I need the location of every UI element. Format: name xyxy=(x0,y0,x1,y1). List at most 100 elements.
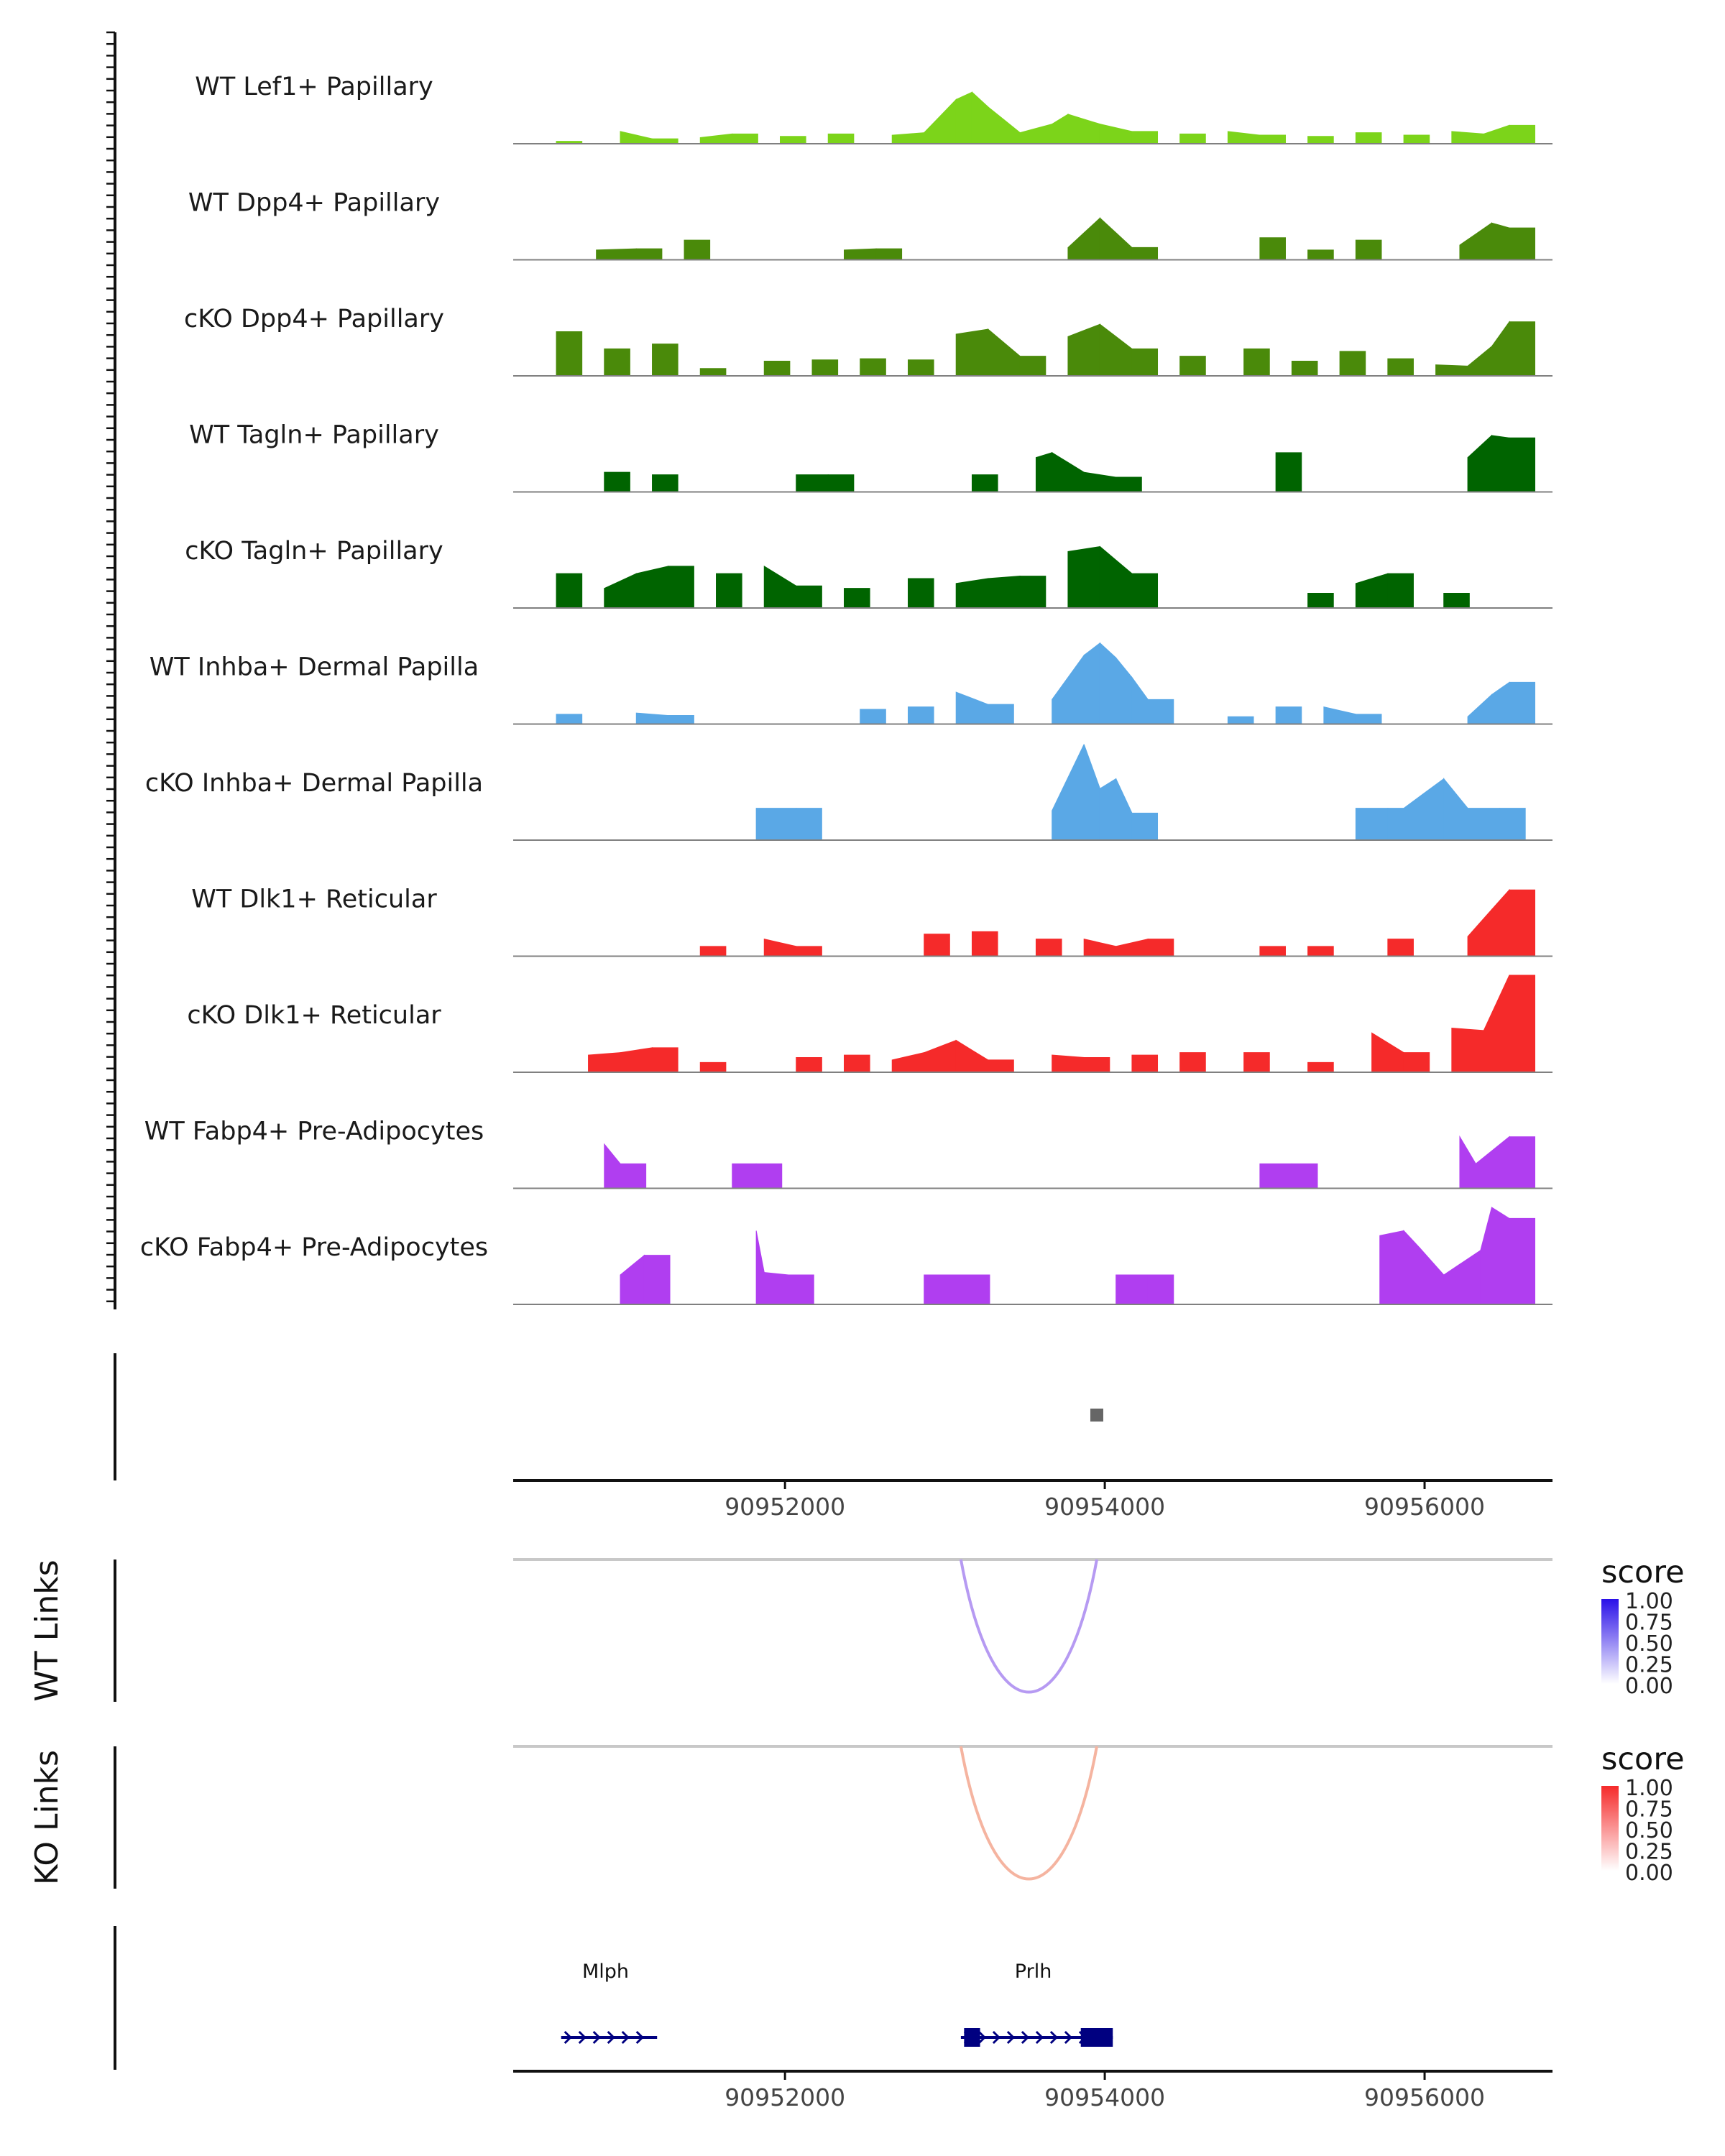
coverage-area-segment xyxy=(955,691,989,724)
coverage-area-segment xyxy=(763,938,797,957)
coverage-area-segment xyxy=(907,359,934,377)
track-label: WT Dpp4+ Papillary xyxy=(188,189,440,218)
gene-model: Prlh xyxy=(960,1961,1113,2047)
coverage-area-segment xyxy=(1491,435,1510,492)
legend-colorbar xyxy=(1601,1599,1619,1684)
links-ylabel: WT Links xyxy=(29,1560,65,1701)
coverage-area-segment xyxy=(1403,1230,1420,1305)
link-arc xyxy=(959,1746,1098,1881)
coverage-area-segment xyxy=(620,1163,647,1189)
coverage-area-segment xyxy=(780,136,806,144)
coverage-area-segment xyxy=(1307,136,1334,144)
coverage-area-segment xyxy=(1491,888,1510,957)
coverage-area-segment xyxy=(1179,1052,1206,1073)
coverage-area-segment xyxy=(1467,434,1492,492)
coverage-area-segment xyxy=(755,1163,783,1189)
strand-arrow xyxy=(992,2030,1001,2045)
coverage-area-segment xyxy=(1355,239,1382,260)
coverage-area-segment xyxy=(860,709,886,724)
coverage-area-segment xyxy=(556,331,583,377)
coverage-area-segment xyxy=(1467,345,1492,377)
coverage-area-segment xyxy=(788,1274,814,1305)
legend-colorbar xyxy=(1601,1786,1619,1871)
coverage-area-segment xyxy=(1443,592,1470,609)
coverage-area-segment xyxy=(1067,323,1100,377)
coverage-area-segment xyxy=(1475,1135,1510,1189)
coverage-area-segment xyxy=(860,358,886,377)
coverage-area-segment xyxy=(1083,938,1117,957)
coverage-area-segment xyxy=(1419,1247,1445,1305)
track-label: cKO Dlk1+ Reticular xyxy=(187,1001,441,1030)
coverage-area-segment xyxy=(1067,545,1100,609)
coverage-area-segment xyxy=(1227,716,1254,724)
coverage-area-segment xyxy=(1275,452,1302,492)
coverage-area-segment xyxy=(1099,323,1133,377)
strand-arrow xyxy=(592,2030,601,2045)
coverage-area-segment xyxy=(1509,437,1536,492)
coverage-area-segment xyxy=(1491,681,1510,724)
coverage-area-segment xyxy=(796,1056,822,1073)
coverage-area-segment xyxy=(1052,744,1085,841)
coverage-area-segment xyxy=(1371,1032,1404,1073)
genes-x-ticks: 90952000 90954000 90956000 xyxy=(724,2071,1485,2111)
strand-arrow xyxy=(978,2030,987,2045)
coverage-area-segment xyxy=(652,344,678,377)
genes-panel: Mlph Prlh 90952000 90954000 90956000 xyxy=(114,1926,1552,2111)
coverage-area-segment xyxy=(1131,1054,1159,1073)
coverage-area-segment xyxy=(1067,114,1100,144)
coverage-area-segment xyxy=(1509,889,1536,957)
coverage-area-segment xyxy=(1131,348,1159,377)
coverage-track: cKO Dpp4+ Papillary xyxy=(184,305,1552,377)
coverage-area-segment xyxy=(1099,124,1133,144)
coverage-area-segment xyxy=(1083,744,1100,841)
coverage-area-segment xyxy=(827,133,855,144)
coverage-area-segment xyxy=(1443,1249,1481,1305)
coverage-area-segment xyxy=(668,715,694,724)
coverage-area-segment xyxy=(763,566,797,609)
strand-arrow xyxy=(578,2030,586,2045)
legend-tick-label: 1.00 xyxy=(1625,1589,1673,1614)
coverage-area-segment xyxy=(844,588,870,609)
coverage-area-segment xyxy=(1179,133,1206,144)
legend-tick-label: 1.00 xyxy=(1625,1776,1673,1801)
legend-title: score xyxy=(1601,1741,1685,1777)
coverage-area-segment xyxy=(1509,321,1536,377)
coverage-area-segment xyxy=(620,131,653,144)
coverage-area-segment xyxy=(844,248,877,260)
coverage-track: WT Dpp4+ Papillary xyxy=(188,189,1552,261)
coverage-area-segment xyxy=(924,1039,957,1073)
coverage-area-segment xyxy=(988,106,1021,144)
coverage-area-segment xyxy=(1509,1136,1536,1189)
coverage-area-segment xyxy=(1035,939,1062,957)
coverage-area-segment xyxy=(699,133,733,144)
coverage-area-segment xyxy=(971,931,998,957)
coverage-area-segment xyxy=(1259,134,1286,144)
coverage-area-segment xyxy=(635,712,669,724)
coverage-area-segment xyxy=(556,714,583,724)
coverage-area-segment xyxy=(1483,124,1510,144)
coverage-area-segment xyxy=(1509,975,1536,1073)
coverage-area-segment xyxy=(844,1054,870,1073)
coverage-area-segment xyxy=(1116,938,1149,957)
coverage-area-segment xyxy=(1491,222,1510,260)
coverage-area-segment xyxy=(1131,676,1149,724)
x-tick-label: 90956000 xyxy=(1364,2083,1485,2111)
coverage-area-segment xyxy=(1435,364,1468,377)
coverage-area-segment xyxy=(1509,681,1536,724)
gene-label: Prlh xyxy=(1015,1961,1052,1983)
coverage-area-segment xyxy=(955,578,989,609)
coverage-area-segment xyxy=(1355,132,1382,144)
coverage-area-segment xyxy=(1019,124,1053,144)
coverage-area-segment xyxy=(1147,939,1174,957)
coverage-area-segment xyxy=(620,1254,645,1305)
x-tick-label: 90952000 xyxy=(724,2083,845,2111)
coverage-area-segment xyxy=(643,1255,671,1305)
strand-arrow xyxy=(621,2030,630,2045)
coverage-area-segment xyxy=(1227,131,1261,144)
coverage-area-segment xyxy=(1259,237,1286,260)
gene-marks: Mlph Prlh xyxy=(561,1961,1113,2047)
coverage-area-segment xyxy=(652,138,678,144)
coverage-area-segment xyxy=(811,359,839,377)
coverage-area-segment xyxy=(1147,1274,1174,1305)
